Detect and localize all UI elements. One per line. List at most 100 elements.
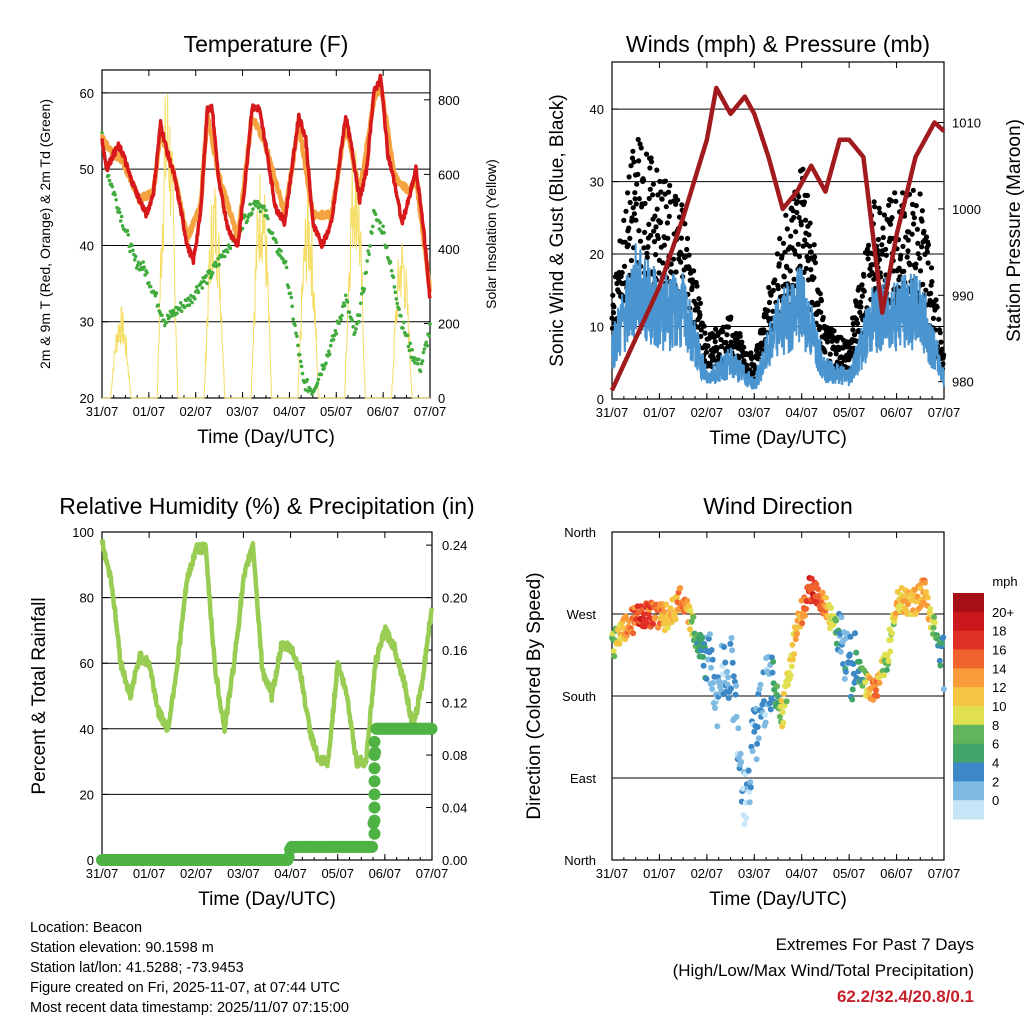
chart3-series-direction bbox=[609, 575, 947, 828]
chart1-gust-point bbox=[654, 206, 660, 212]
chart1-gust-point bbox=[662, 178, 669, 184]
chart0-dewpoint-point bbox=[358, 301, 363, 306]
chart3-direction-point bbox=[787, 672, 794, 679]
chart0-dewpoint-point bbox=[333, 329, 338, 333]
colorbar-swatch bbox=[953, 593, 984, 613]
chart0-dewpoint-point bbox=[413, 361, 417, 365]
chart0-dewpoint-point bbox=[298, 359, 303, 364]
chart3-direction-point bbox=[751, 728, 758, 735]
chart3-direction-point bbox=[747, 784, 754, 791]
chart3-xtick-label: 01/07 bbox=[643, 866, 676, 881]
chart2-precip-point bbox=[425, 722, 438, 735]
chart2-ytick-right-label: 0.24 bbox=[442, 538, 467, 553]
chart1-ytick-right-label: 1010 bbox=[952, 115, 981, 130]
chart1-gust-point bbox=[718, 337, 724, 343]
chart1-xtick-label: 02/07 bbox=[691, 405, 724, 420]
chart1-gust-point bbox=[664, 220, 671, 226]
chart1-gust-point bbox=[760, 347, 766, 354]
chart1-gust-point bbox=[724, 332, 730, 338]
chart1-gust-point bbox=[865, 256, 871, 262]
chart3-direction-point bbox=[930, 624, 937, 631]
chart1-gust-point bbox=[905, 248, 911, 254]
chart0-dewpoint-point bbox=[362, 287, 367, 291]
chart0-dewpoint-point bbox=[147, 281, 151, 285]
chart0-dewpoint-point bbox=[397, 307, 401, 312]
chart1-gust-point bbox=[626, 225, 632, 231]
chart1-gust-point bbox=[739, 339, 745, 345]
chart0-dewpoint-point bbox=[135, 263, 140, 268]
chart0-dewpoint-point bbox=[106, 173, 111, 178]
chart0-dewpoint-point bbox=[316, 377, 321, 382]
chart1-gust-point bbox=[647, 186, 653, 192]
chart1-gust-point bbox=[686, 252, 692, 258]
chart0-dewpoint-point bbox=[373, 212, 378, 217]
chart1-gust-point bbox=[801, 199, 808, 205]
chart1-gust-point bbox=[718, 343, 724, 350]
chart1-gust-point bbox=[851, 332, 858, 338]
chart1-gust-point bbox=[784, 265, 790, 271]
chart3-direction-point bbox=[837, 648, 844, 655]
chart1-gust-point bbox=[811, 275, 817, 281]
chart2-series-rh bbox=[99, 539, 435, 769]
chart1-gust-point bbox=[914, 226, 921, 232]
chart1-gust-point bbox=[941, 352, 947, 358]
chart0-dewpoint-point bbox=[421, 350, 426, 355]
colorbar-label: 0 bbox=[992, 793, 999, 808]
colorbar-swatch bbox=[953, 800, 984, 820]
chart1-ytick-label: 0 bbox=[597, 392, 604, 407]
chart3-direction-point bbox=[783, 698, 790, 705]
chart3-direction-point bbox=[922, 579, 928, 586]
chart3-direction-point bbox=[710, 679, 717, 686]
chart0-dewpoint-point bbox=[420, 359, 425, 363]
colorbar-swatch bbox=[953, 781, 984, 801]
chart1-gust-point bbox=[812, 254, 818, 260]
chart3-ylabel-left: Direction (Colored By Speed) bbox=[524, 572, 545, 819]
chart1-gust-point bbox=[702, 330, 708, 336]
chart1-gust-point bbox=[766, 284, 772, 291]
chart0-ytick-right-label: 200 bbox=[438, 316, 460, 331]
chart3-direction-point bbox=[883, 666, 890, 673]
chart0-xtick-label: 05/07 bbox=[320, 404, 353, 419]
chart0-dewpoint-point bbox=[248, 202, 252, 207]
chart1-gust-point bbox=[853, 316, 860, 322]
chart3-direction-point bbox=[739, 785, 746, 792]
chart1-gust-point bbox=[621, 217, 627, 223]
chart1-gust-point bbox=[876, 205, 882, 211]
chart0-ylabel-right: Solar Insolation (Yellow) bbox=[483, 159, 499, 309]
chart0-dewpoint-point bbox=[334, 331, 339, 336]
chart2-series-precip bbox=[96, 722, 438, 866]
chart0-dewpoint-point bbox=[337, 321, 341, 326]
chart3-direction-point bbox=[784, 681, 791, 688]
chart3-direction-point bbox=[779, 709, 786, 716]
extremes-box: Extremes For Past 7 Days (High/Low/Max W… bbox=[673, 932, 974, 1010]
chart1-gust-point bbox=[859, 293, 866, 299]
chart2-xtick-label: 07/07 bbox=[416, 866, 449, 881]
chart1-gust-point bbox=[859, 282, 865, 288]
chart1-gust-point bbox=[857, 299, 864, 305]
chart1-gust-point bbox=[898, 252, 904, 258]
chart1-ylabel-right: Station Pressure (Maroon) bbox=[1004, 119, 1024, 342]
chart3-direction-point bbox=[849, 696, 856, 703]
chart0-dewpoint-point bbox=[405, 333, 410, 338]
chart3-direction-point bbox=[833, 640, 840, 647]
chart3-direction-point bbox=[794, 630, 800, 637]
chart0-dewpoint-point bbox=[290, 304, 295, 309]
chart2-ytick-label: 60 bbox=[80, 656, 94, 671]
colorbar-title: mph bbox=[992, 574, 1017, 589]
chart1-xtick-label: 05/07 bbox=[833, 405, 866, 420]
chart3-direction-point bbox=[727, 640, 734, 647]
chart3-direction-point bbox=[652, 614, 659, 621]
chart1-gust-point bbox=[812, 260, 819, 266]
chart3-direction-point bbox=[924, 594, 931, 601]
chart3-direction-point bbox=[755, 735, 762, 742]
chart0-dewpoint-point bbox=[213, 260, 218, 265]
chart3-direction-point bbox=[801, 612, 808, 619]
chart0-dewpoint-point bbox=[324, 361, 328, 366]
chart3-direction-point bbox=[790, 656, 796, 663]
chart3-direction-point bbox=[709, 656, 716, 663]
chart3-direction-point bbox=[940, 686, 947, 693]
chart1-gust-point bbox=[881, 212, 888, 218]
chart0-xtick-label: 31/07 bbox=[86, 404, 119, 419]
chart3-direction-point bbox=[754, 740, 761, 747]
chart1-gust-point bbox=[803, 265, 809, 272]
